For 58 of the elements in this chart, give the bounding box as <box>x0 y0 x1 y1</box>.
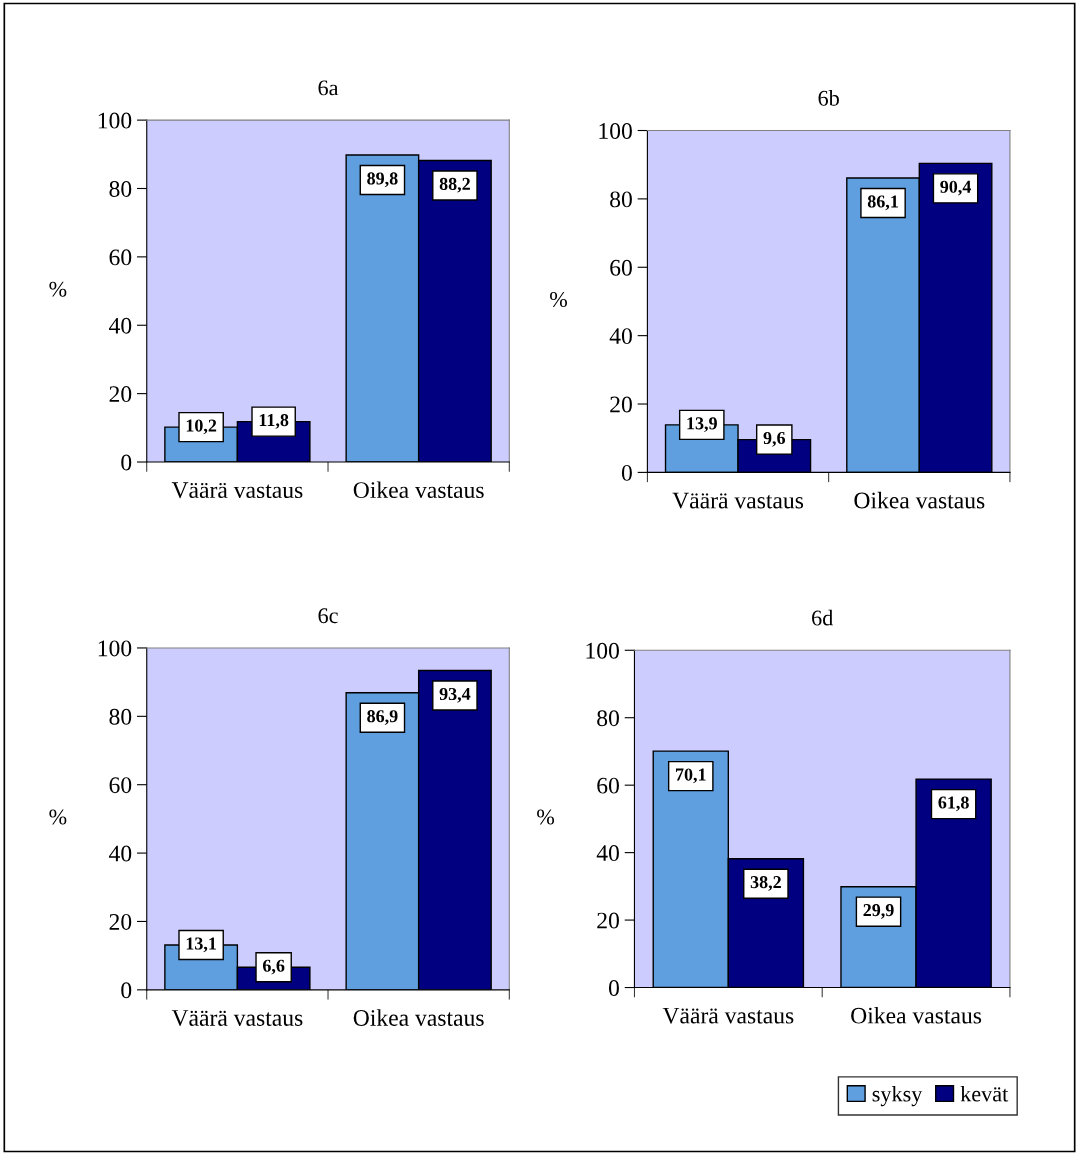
y-tick-label: 0 <box>121 454 132 471</box>
y-tick-label: 0 <box>608 980 619 996</box>
data-label: 90,4 <box>940 180 972 196</box>
data-label: 89,8 <box>367 172 398 188</box>
x-tick-label: Väärä vastaus <box>171 1010 303 1027</box>
legend-label: syksy <box>872 1085 923 1107</box>
y-tick-label: 20 <box>610 396 632 413</box>
x-tick-label: Oikea vastaus <box>353 1009 484 1026</box>
data-label: 88,2 <box>439 177 470 193</box>
x-tick-label: Väärä vastaus <box>672 492 804 509</box>
data-label: 10,2 <box>186 419 217 435</box>
y-tick-label: 40 <box>596 845 619 862</box>
y-tick-label: 60 <box>109 249 132 266</box>
chart-title: 6b <box>818 90 839 106</box>
y-axis-title: % <box>537 809 555 825</box>
y-tick-label: 80 <box>610 191 632 208</box>
y-axis-title: % <box>550 292 568 308</box>
data-label: 93,4 <box>439 687 471 703</box>
y-tick-label: 0 <box>121 982 132 999</box>
data-label: 86,9 <box>367 710 398 725</box>
data-label: 6,6 <box>262 959 285 975</box>
y-tick-label: 20 <box>109 386 132 403</box>
y-tick-label: 20 <box>109 913 132 930</box>
chart-title: 6d <box>812 609 834 626</box>
y-axis-title: % <box>49 281 67 297</box>
x-tick-label: Väärä vastaus <box>662 1007 794 1024</box>
y-tick-label: 0 <box>621 464 632 481</box>
y-tick-label: 40 <box>109 845 132 862</box>
y-tick-label: 80 <box>109 180 132 197</box>
y-tick-label: 60 <box>597 777 619 794</box>
data-label: 13,9 <box>687 417 717 433</box>
data-label: 29,9 <box>863 904 894 919</box>
data-label: 38,2 <box>750 876 781 891</box>
data-label: 61,8 <box>938 796 969 812</box>
y-tick-label: 100 <box>586 642 619 659</box>
y-tick-label: 100 <box>98 112 132 129</box>
data-label: 11,8 <box>259 413 289 429</box>
y-tick-label: 60 <box>610 259 632 276</box>
y-tick-label: 80 <box>109 708 132 725</box>
data-label: 86,1 <box>867 195 898 211</box>
x-tick-label: Oikea vastaus <box>854 491 985 509</box>
y-tick-label: 80 <box>597 710 619 727</box>
legend-label: kevät <box>960 1085 1009 1102</box>
x-tick-label: Väärä vastaus <box>171 482 303 499</box>
data-label: 9,6 <box>763 431 786 447</box>
y-tick-label: 100 <box>98 640 132 657</box>
y-tick-label: 40 <box>609 328 632 345</box>
data-label: 70,1 <box>676 768 706 784</box>
x-tick-label: Oikea vastaus <box>851 1006 982 1024</box>
x-tick-label: Oikea vastaus <box>353 481 484 499</box>
y-tick-label: 20 <box>597 912 619 929</box>
y-tick-label: 40 <box>109 317 132 334</box>
y-tick-label: 60 <box>109 777 132 794</box>
y-axis-title: % <box>49 809 67 825</box>
chart-title: 6c <box>318 608 338 624</box>
chart-title: 6a <box>318 80 339 96</box>
y-tick-label: 100 <box>599 123 632 139</box>
data-label: 13,1 <box>186 937 216 953</box>
